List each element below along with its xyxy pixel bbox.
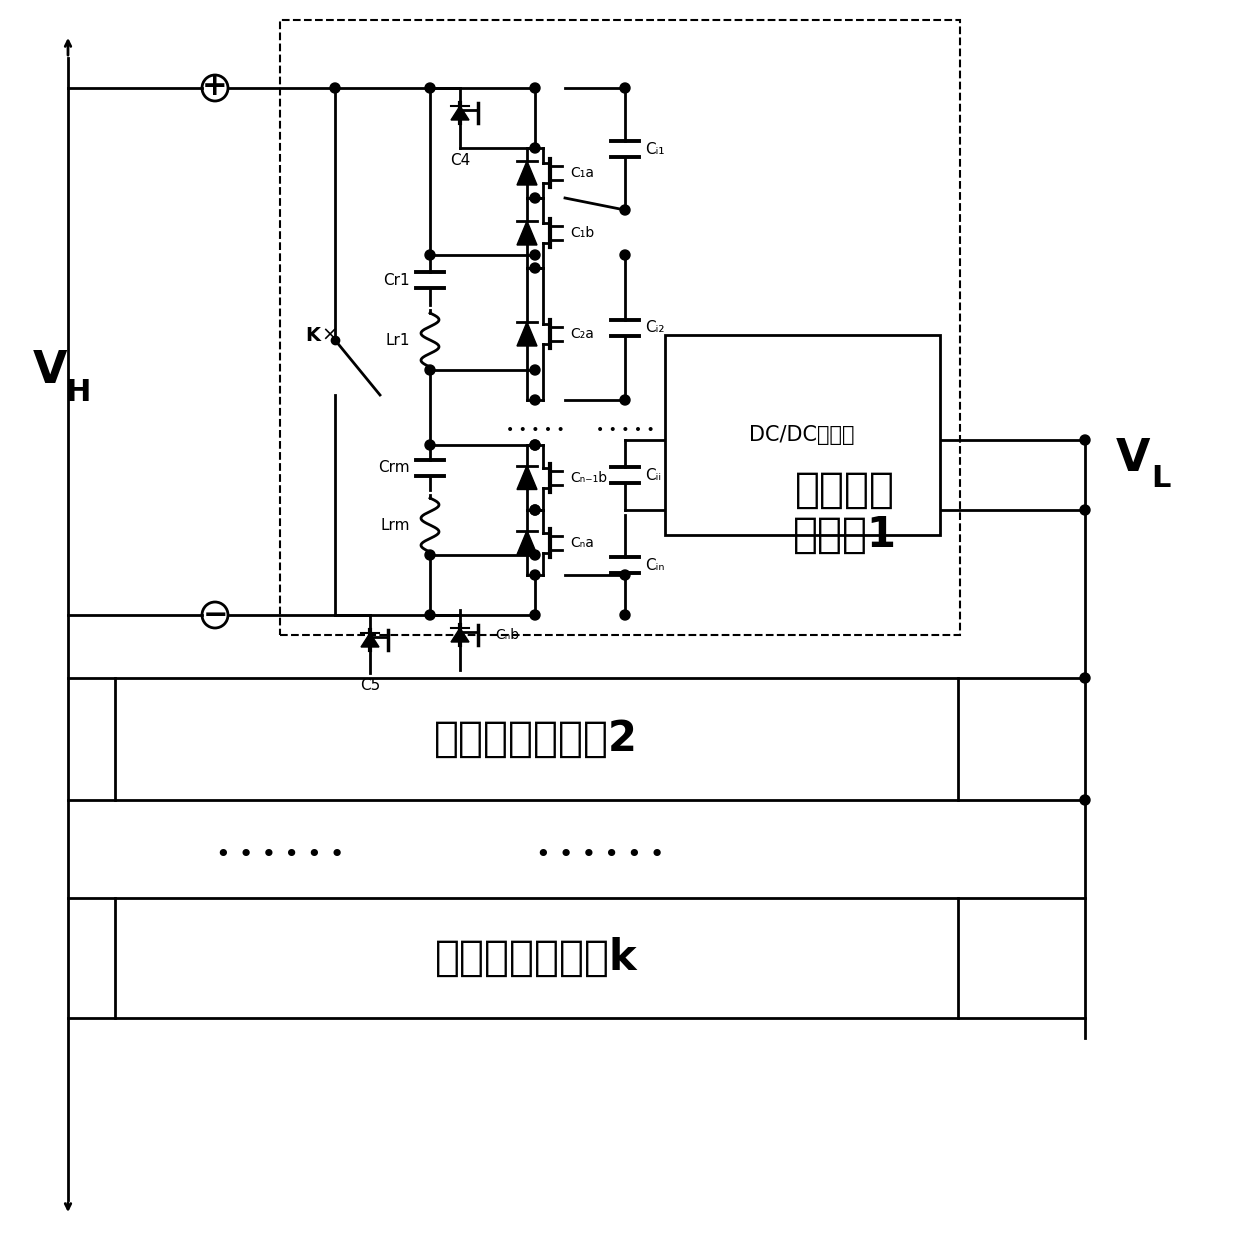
Text: 子单到1: 子单到1 <box>794 515 897 556</box>
Text: L: L <box>1151 463 1171 492</box>
Circle shape <box>529 250 539 260</box>
Text: V: V <box>1116 436 1151 480</box>
Text: Cr1: Cr1 <box>383 272 410 287</box>
Circle shape <box>1080 505 1090 515</box>
Circle shape <box>529 365 539 375</box>
Circle shape <box>1080 796 1090 806</box>
Text: 直流变压: 直流变压 <box>795 470 895 511</box>
Circle shape <box>425 365 435 375</box>
Text: C₁b: C₁b <box>570 226 594 240</box>
Polygon shape <box>361 633 379 647</box>
Text: Lr1: Lr1 <box>386 332 410 347</box>
Text: Lrm: Lrm <box>381 517 410 532</box>
Circle shape <box>529 610 539 620</box>
Text: ×: × <box>322 326 339 345</box>
Circle shape <box>529 264 539 274</box>
Text: Cᵢ₁: Cᵢ₁ <box>645 141 665 156</box>
Text: • • • • •: • • • • • <box>595 423 655 437</box>
Text: Cᵢₙ: Cᵢₙ <box>645 557 665 572</box>
Text: H: H <box>66 377 91 406</box>
Text: 直流变压子单到2: 直流变压子单到2 <box>434 718 637 759</box>
Text: • • • • • •: • • • • • • <box>216 843 345 867</box>
Text: Cₙ₋₁b: Cₙ₋₁b <box>570 471 608 485</box>
Circle shape <box>620 205 630 215</box>
Circle shape <box>529 82 539 92</box>
Text: V: V <box>32 348 67 391</box>
Text: +: + <box>202 71 228 100</box>
Circle shape <box>330 82 340 92</box>
Text: Crm: Crm <box>378 460 410 475</box>
Bar <box>115 678 959 801</box>
Circle shape <box>425 82 435 92</box>
Text: DC/DC换流器: DC/DC换流器 <box>749 425 854 445</box>
Circle shape <box>620 610 630 620</box>
Text: C₂a: C₂a <box>570 327 594 341</box>
Text: Cᵢ₂: Cᵢ₂ <box>645 320 665 335</box>
Text: • • • • •: • • • • • <box>506 423 564 437</box>
Circle shape <box>529 395 539 405</box>
Circle shape <box>529 550 539 560</box>
Text: −: − <box>202 601 228 629</box>
Text: Cₙa: Cₙa <box>570 536 594 550</box>
Circle shape <box>529 440 539 450</box>
Text: K: K <box>305 326 320 345</box>
Polygon shape <box>451 628 469 642</box>
Bar <box>665 335 940 535</box>
Circle shape <box>620 570 630 580</box>
Circle shape <box>1080 435 1090 445</box>
Circle shape <box>529 142 539 152</box>
Circle shape <box>1080 673 1090 683</box>
Circle shape <box>425 440 435 450</box>
Polygon shape <box>517 221 537 245</box>
Text: C₁a: C₁a <box>570 166 594 180</box>
Polygon shape <box>517 531 537 555</box>
Polygon shape <box>517 161 537 185</box>
Circle shape <box>425 250 435 260</box>
Polygon shape <box>451 106 469 120</box>
Circle shape <box>620 250 630 260</box>
Bar <box>115 898 959 1018</box>
Text: Cᵢᵢ: Cᵢᵢ <box>645 467 661 482</box>
Circle shape <box>529 194 539 204</box>
Circle shape <box>529 505 539 515</box>
Text: C5: C5 <box>360 677 381 692</box>
Text: Cₙb: Cₙb <box>495 628 520 642</box>
Circle shape <box>529 570 539 580</box>
Circle shape <box>425 610 435 620</box>
Polygon shape <box>517 322 537 346</box>
Text: C4: C4 <box>450 152 470 167</box>
Text: • • • • • •: • • • • • • <box>536 843 665 867</box>
Circle shape <box>620 395 630 405</box>
Circle shape <box>425 550 435 560</box>
Polygon shape <box>517 466 537 490</box>
Text: 直流变压子单到k: 直流变压子单到k <box>435 937 637 979</box>
Bar <box>280 20 960 634</box>
Circle shape <box>529 505 539 515</box>
Circle shape <box>620 82 630 92</box>
Circle shape <box>529 440 539 450</box>
